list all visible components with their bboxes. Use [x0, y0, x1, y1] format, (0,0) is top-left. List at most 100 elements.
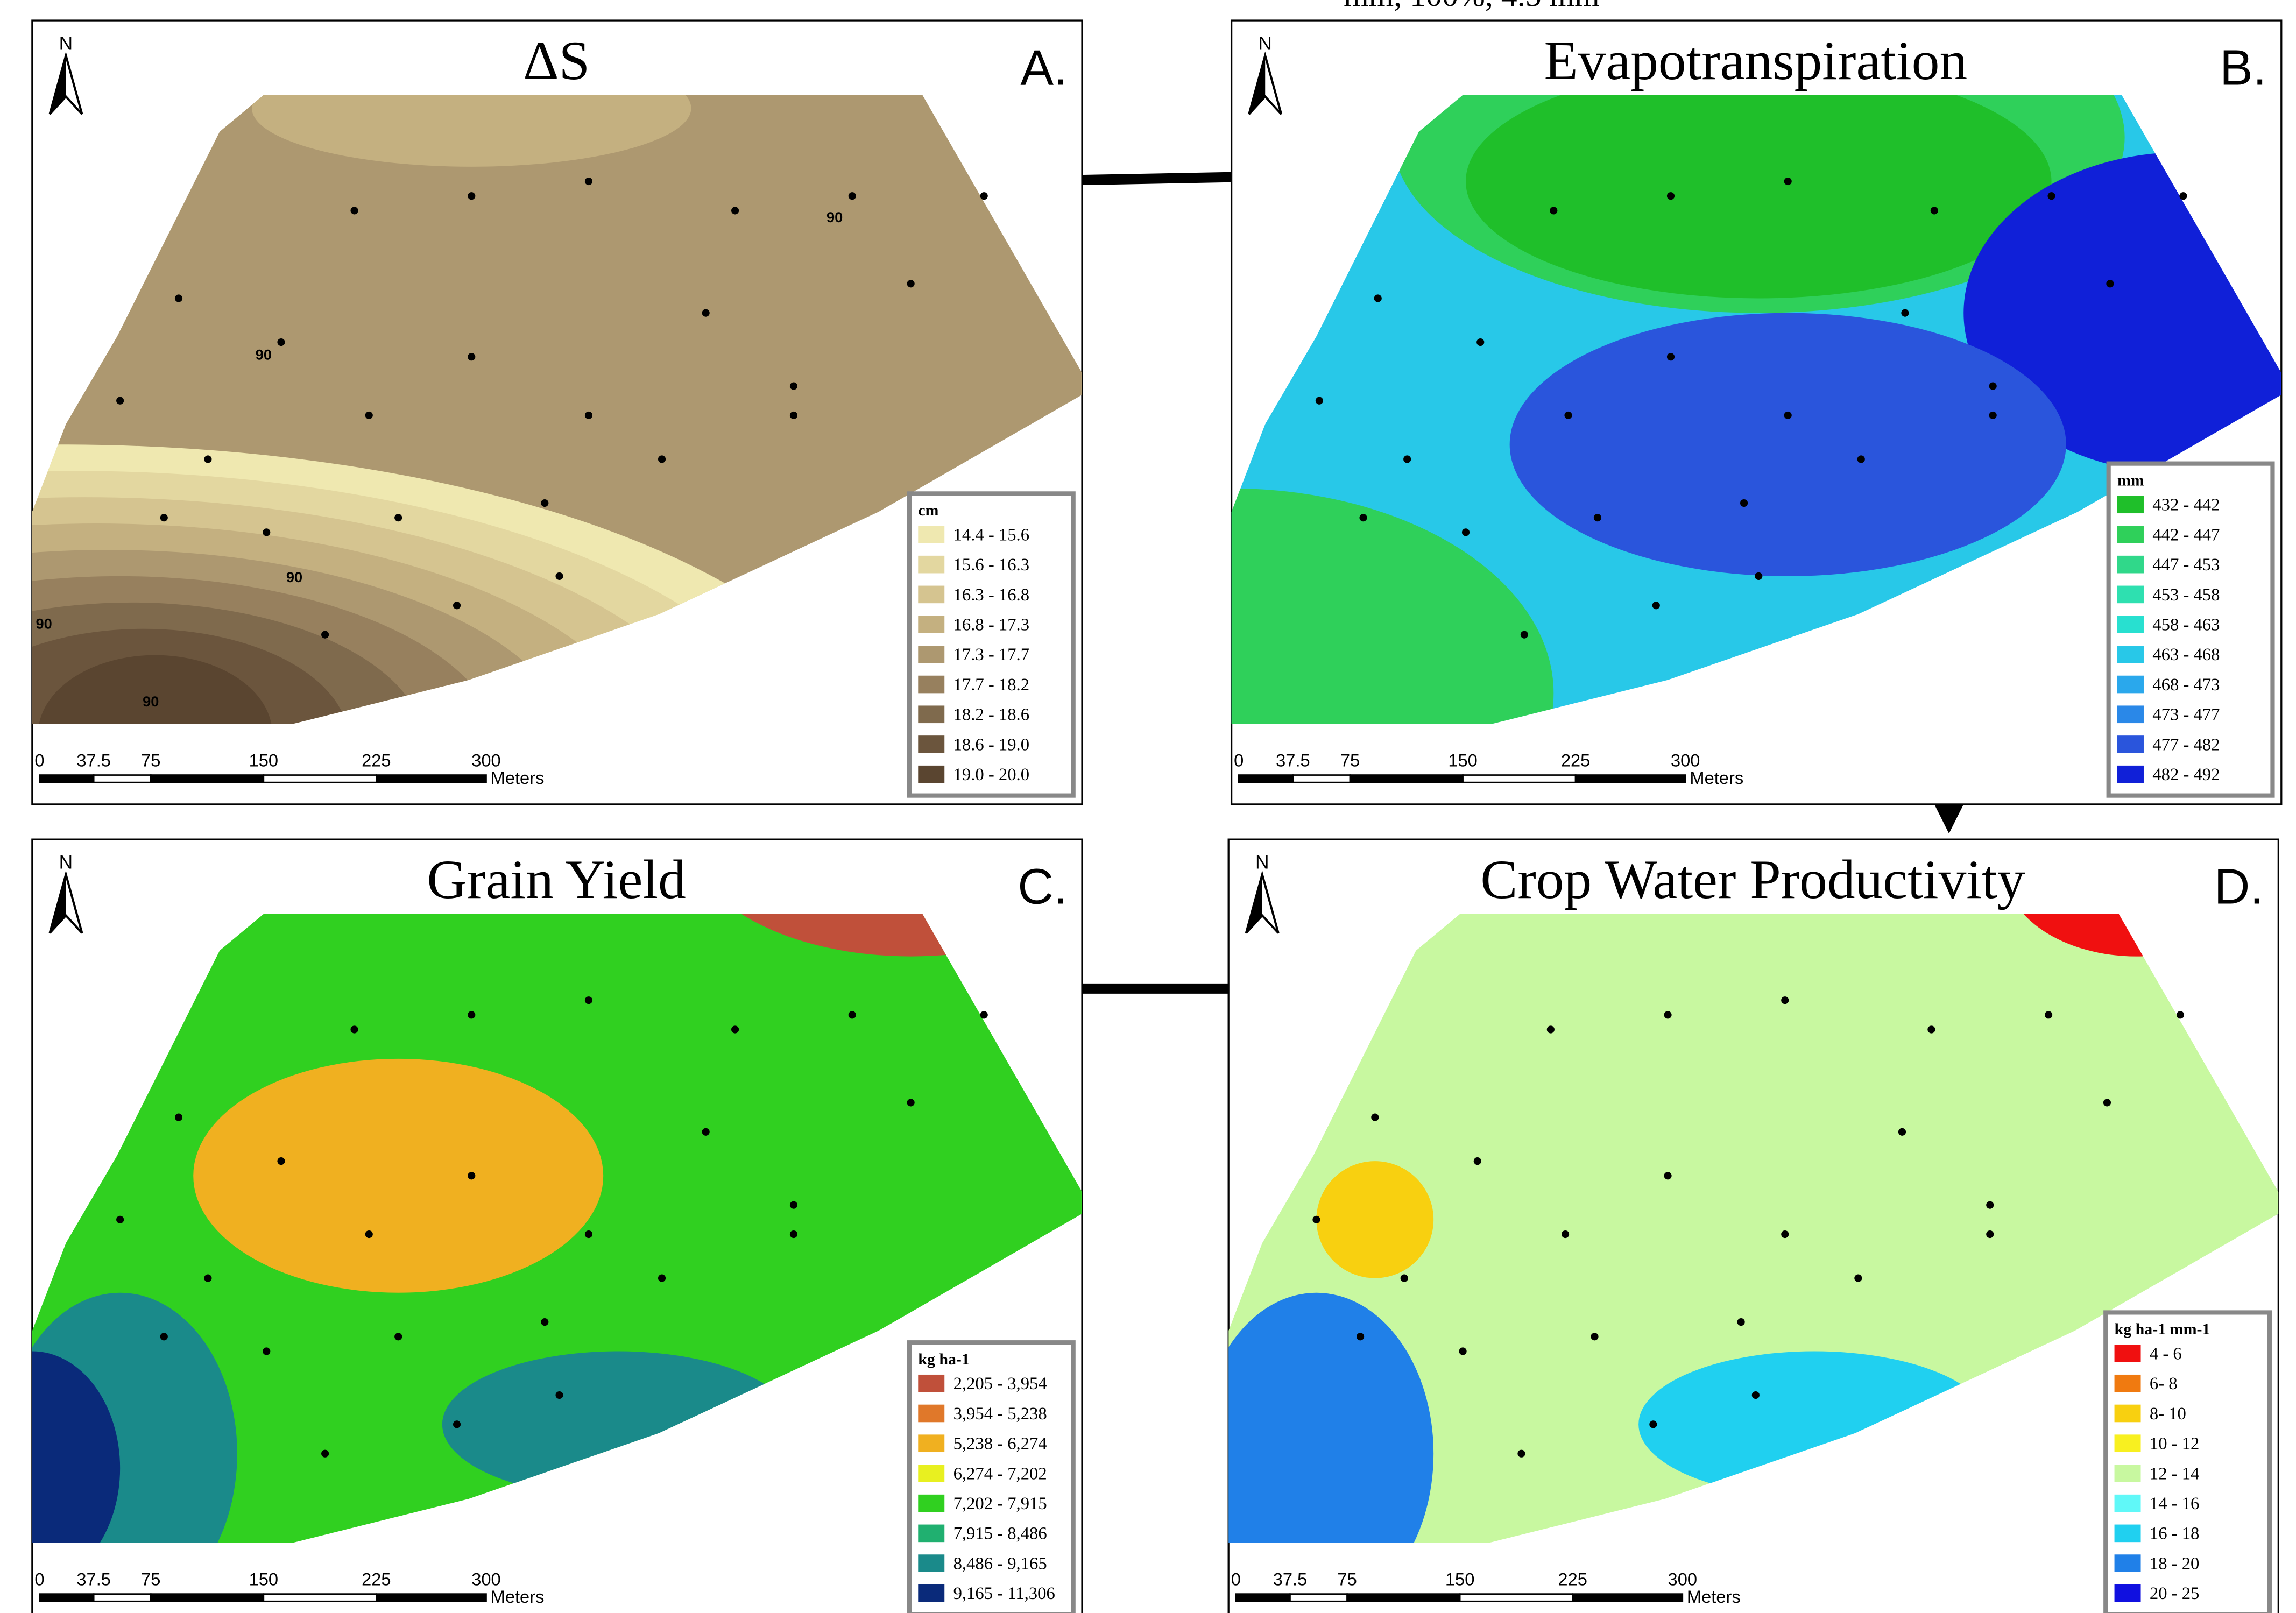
zone [1466, 65, 2052, 299]
scale-label: 150 [1448, 750, 1477, 770]
scale-seg [94, 775, 151, 783]
zone [193, 1059, 603, 1293]
legend-swatch [2115, 1434, 2141, 1452]
sample-point [1781, 1230, 1789, 1238]
sample-point [1462, 528, 1470, 536]
legend-swatch [918, 766, 944, 783]
sample-point [453, 1420, 461, 1428]
legend-label: 6,274 - 7,202 [953, 1464, 1047, 1483]
legend-label: 20 - 25 [2150, 1584, 2199, 1603]
sample-point [1667, 192, 1675, 200]
scale-label: 225 [1561, 750, 1590, 770]
sample-point [1371, 1114, 1379, 1121]
sample-point [453, 602, 461, 609]
legend-label: 477 - 482 [2152, 735, 2220, 754]
scale-seg [39, 775, 94, 783]
scale-seg [264, 1594, 377, 1602]
legend-swatch [918, 1584, 944, 1602]
panel-letter: B. [2220, 40, 2266, 96]
sample-point [394, 514, 402, 521]
legend-label: 18.2 - 18.6 [953, 705, 1029, 725]
sample-point [658, 1275, 666, 1282]
scale-label: Meters [491, 768, 545, 788]
legend-label: 473 - 477 [2152, 705, 2220, 725]
sample-point [1521, 631, 1528, 639]
sample-point [790, 1201, 797, 1209]
scale-label: Meters [1690, 768, 1743, 788]
contour-label: 90 [36, 616, 52, 632]
scale-seg [1350, 775, 1463, 783]
sample-point [1564, 412, 1572, 419]
sample-point [365, 1230, 373, 1238]
sample-point [2177, 1011, 2184, 1018]
sample-point [1401, 1275, 1408, 1282]
scale-seg [1236, 1594, 1290, 1602]
legend-label: 3,954 - 5,238 [953, 1404, 1047, 1424]
sample-point [1784, 178, 1792, 185]
sample-point [160, 514, 168, 521]
sample-point [321, 631, 329, 639]
legend-swatch [2117, 616, 2144, 633]
sample-point [790, 412, 797, 419]
sample-point [1667, 353, 1675, 360]
legend-label: 15.6 - 16.3 [953, 555, 1029, 575]
sample-point [1664, 1172, 1671, 1179]
legend-swatch [918, 1375, 944, 1392]
legend-label: 468 - 473 [2152, 675, 2220, 695]
legend-swatch [2115, 1584, 2141, 1602]
panel-letter: D. [2214, 859, 2264, 915]
scale-seg [39, 1594, 94, 1602]
legend-label: 16 - 18 [2150, 1524, 2199, 1544]
legend-label: 16.8 - 17.3 [953, 615, 1029, 634]
legend-swatch [918, 1465, 944, 1482]
sample-point [1854, 1275, 1862, 1282]
legend-label: 9,165 - 11,306 [953, 1584, 1055, 1603]
sample-point [1474, 1157, 1481, 1165]
legend-label: 12 - 14 [2150, 1464, 2199, 1483]
sample-point [350, 207, 358, 214]
sample-point [1562, 1230, 1569, 1238]
panel-letter: C. [1018, 859, 1068, 915]
sample-point [1927, 1025, 1935, 1033]
scale-label: 37.5 [76, 1569, 111, 1589]
panel-title: Evapotranspiration [1544, 30, 1967, 91]
scale-label: 150 [1445, 1569, 1474, 1589]
legend-swatch [2115, 1525, 2141, 1543]
sample-point [1664, 1011, 1671, 1018]
sample-point [1781, 996, 1789, 1004]
legend-swatch [918, 1554, 944, 1572]
legend-label: 8- 10 [2150, 1404, 2186, 1424]
legend-swatch [2115, 1375, 2141, 1392]
sample-point [277, 1157, 285, 1165]
legend-label: 4 - 6 [2150, 1344, 2182, 1363]
sample-point [160, 1333, 168, 1340]
legend-swatch [2117, 735, 2144, 753]
sample-point [585, 412, 592, 419]
contour-label: 90 [143, 693, 159, 710]
north-label: N [59, 33, 73, 54]
cut-text: mm, 100%, 4.5 mm [1344, 0, 1600, 13]
legend-swatch [2117, 766, 2144, 783]
sample-point [175, 294, 182, 302]
sample-point [1652, 602, 1660, 609]
legend-label: 10 - 12 [2150, 1434, 2199, 1454]
sample-point [555, 572, 563, 580]
sample-point [790, 382, 797, 390]
sample-point [1752, 1391, 1760, 1399]
scale-label: 150 [249, 750, 278, 770]
legend-swatch [2117, 586, 2144, 604]
legend-swatch [2115, 1465, 2141, 1482]
sample-point [1986, 1230, 1994, 1238]
legend-label: 432 - 442 [2152, 496, 2220, 515]
legend-label: 482 - 492 [2152, 765, 2220, 784]
legend-label: 7,202 - 7,915 [953, 1494, 1047, 1513]
zone [1390, 1059, 1800, 1293]
scale-seg [1239, 775, 1293, 783]
scale-seg [151, 775, 264, 783]
sample-point [1357, 1333, 1364, 1340]
scale-label: 0 [34, 750, 44, 770]
legend-label: 6- 8 [2150, 1374, 2178, 1393]
sample-point [1986, 1201, 1994, 1209]
scale-seg [151, 1594, 264, 1602]
